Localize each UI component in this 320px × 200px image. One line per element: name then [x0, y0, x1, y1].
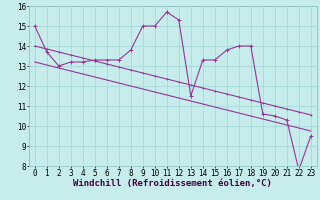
X-axis label: Windchill (Refroidissement éolien,°C): Windchill (Refroidissement éolien,°C)	[73, 179, 272, 188]
